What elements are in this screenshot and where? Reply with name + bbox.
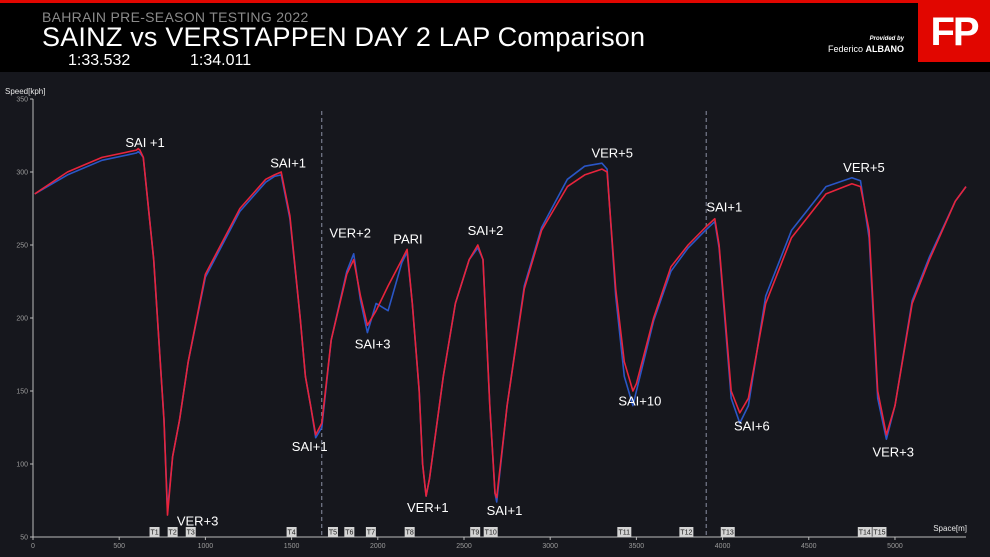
corner-marker-box <box>720 527 735 537</box>
corner-marker-label: T11 <box>619 530 631 537</box>
corner-marker-box <box>617 527 632 537</box>
author-name: Federico ALBANO <box>828 45 904 54</box>
delta-annotation: SAI+6 <box>734 418 770 433</box>
delta-annotation: PARI <box>393 232 422 247</box>
delta-annotation: SAI+1 <box>292 439 328 454</box>
corner-marker-label: T2 <box>169 530 177 537</box>
corner-marker-label: T8 <box>406 530 414 537</box>
delta-annotation: VER+1 <box>407 500 449 515</box>
delta-annotation: VER+2 <box>329 226 371 241</box>
corner-marker-label: T14 <box>859 530 871 537</box>
corner-marker-label: T10 <box>485 530 497 537</box>
corner-marker-box <box>167 527 178 537</box>
corner-marker-box <box>483 527 498 537</box>
y-tick-label: 200 <box>16 316 28 323</box>
delta-annotation: VER+5 <box>591 145 633 160</box>
author-last-name: ALBANO <box>865 44 905 54</box>
y-tick-label: 50 <box>20 535 28 542</box>
corner-marker-label: T7 <box>367 530 375 537</box>
x-tick-label: 0 <box>31 543 35 550</box>
x-tick-label: 4500 <box>801 543 817 550</box>
x-tick-label: 2500 <box>456 543 472 550</box>
chart-axes: 0 500 1000 1500 2000 2500 3000 3500 4000 4500 5000… <box>16 97 966 550</box>
corner-marker-box <box>185 527 196 537</box>
y-tick-label: 150 <box>16 389 28 396</box>
delta-annotation: VER+3 <box>872 445 914 460</box>
delta-annotation: SAI+10 <box>618 394 661 409</box>
fp-logo: FP <box>918 3 990 62</box>
corner-marker-label: T3 <box>187 530 195 537</box>
top-accent-line <box>0 0 990 3</box>
chart-series <box>34 147 967 516</box>
y-axis-label: Speed[kph] <box>5 87 45 96</box>
corner-marker-label: T13 <box>722 530 734 537</box>
corner-marker-box <box>365 527 376 537</box>
x-tick-label: 3500 <box>629 543 645 550</box>
credit-block: Provided by Federico ALBANO <box>828 36 904 54</box>
corner-marker-box <box>679 527 694 537</box>
corner-marker-label: T15 <box>873 530 885 537</box>
corner-marker-box <box>470 527 481 537</box>
author-first-name: Federico <box>827 44 863 54</box>
corner-marker-box <box>327 527 338 537</box>
y-tick-label: 250 <box>16 243 28 250</box>
sainz-speed-line <box>34 147 967 516</box>
corner-marker-box <box>857 527 872 537</box>
delta-annotation: SAI+1 <box>487 503 523 518</box>
corner-marker-label: T9 <box>471 530 479 537</box>
x-tick-label: 5000 <box>887 543 903 550</box>
delta-annotation: SAI+1 <box>706 199 742 214</box>
corner-marker-label: T1 <box>150 530 158 537</box>
lap-time-sainz: 1:33.532 <box>68 52 131 69</box>
corner-marker-box <box>149 527 160 537</box>
y-tick-label: 100 <box>16 462 28 469</box>
corner-marker-label: T12 <box>680 530 692 537</box>
corner-marker-box <box>344 527 355 537</box>
verstappen-speed-line <box>34 150 967 512</box>
x-tick-label: 3000 <box>542 543 558 550</box>
x-tick-label: 1500 <box>284 543 300 550</box>
corner-marker-label: T6 <box>345 530 353 537</box>
x-tick-label: 1000 <box>198 543 214 550</box>
corner-marker-box <box>872 527 887 537</box>
delta-annotation: VER+3 <box>177 513 219 528</box>
x-tick-label: 4000 <box>715 543 731 550</box>
delta-annotation: SAI +1 <box>125 135 164 150</box>
header-bar: BAHRAIN PRE-SEASON TESTING 2022 SAINZ vs… <box>0 3 990 72</box>
y-tick-label: 300 <box>16 170 28 177</box>
x-tick-label: 500 <box>113 543 125 550</box>
lap-time-verstappen: 1:34.011 <box>190 52 252 69</box>
speed-comparison-chart: 0 500 1000 1500 2000 2500 3000 3500 4000 4500 5000… <box>5 87 967 550</box>
corner-marker-label: T5 <box>329 530 337 537</box>
delta-annotation: VER+5 <box>843 160 885 175</box>
delta-annotation: SAI+2 <box>468 223 504 238</box>
y-tick-label: 350 <box>16 97 28 104</box>
delta-annotation: SAI+3 <box>355 337 391 352</box>
corner-markers: T1 T2 T3 T4 T5 T6 T7 T8 T9 T10 T11 T12 T13 T14 T15 <box>149 527 887 537</box>
x-tick-label: 2000 <box>370 543 386 550</box>
page-title: SAINZ vs VERSTAPPEN DAY 2 LAP Comparison <box>42 22 646 52</box>
delta-annotation: SAI+1 <box>270 156 306 171</box>
chart-annotations: SAI +1 VER+3 SAI+1 SAI+1 VER+2 SAI+3 PARI VER+1… <box>125 135 914 528</box>
x-axis-label: Space[m] <box>933 524 967 533</box>
sector-lines <box>321 111 707 537</box>
provided-by-label: Provided by <box>869 36 904 42</box>
page-subtitle: BAHRAIN PRE-SEASON TESTING 2022 <box>42 9 309 25</box>
corner-marker-box <box>286 527 297 537</box>
corner-marker-label: T4 <box>288 530 296 537</box>
corner-marker-box <box>404 527 415 537</box>
